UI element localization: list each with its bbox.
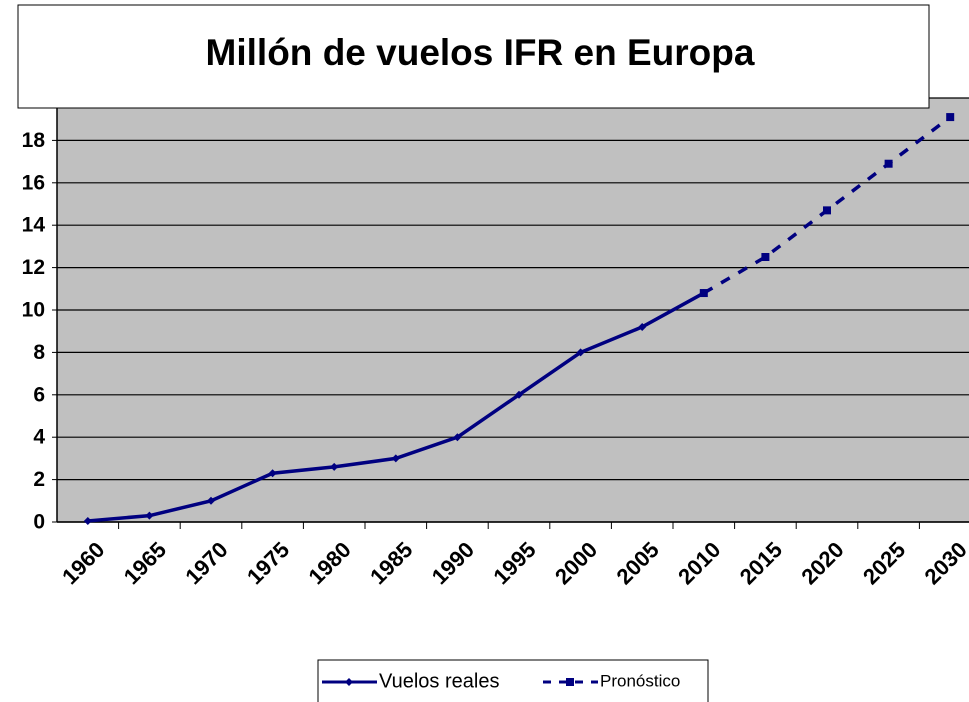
x-tick-label: 2015	[735, 537, 787, 589]
y-tick-label: 10	[22, 299, 45, 322]
x-tick-label: 1970	[180, 537, 232, 589]
x-tick-label: 2000	[550, 537, 602, 589]
legend-label: Vuelos reales	[379, 670, 499, 692]
x-tick-label: 1965	[119, 537, 171, 589]
x-tick-label: 2010	[673, 537, 725, 589]
point	[566, 678, 574, 686]
point	[699, 289, 708, 298]
point	[515, 390, 523, 399]
chart-title: Millón de vuelos IFR en Europa	[206, 32, 755, 73]
point	[391, 454, 400, 463]
point	[207, 496, 215, 505]
point	[761, 253, 770, 261]
x-tick-label: 2025	[858, 537, 910, 589]
point	[884, 159, 893, 168]
x-tick-label: 1960	[57, 537, 109, 589]
point	[330, 462, 339, 471]
point	[946, 113, 955, 122]
x-tick-label: 2020	[796, 537, 848, 589]
x-tick-label: 1975	[242, 537, 294, 589]
legend-label: Pronóstico	[600, 671, 680, 690]
x-tick-label: 1985	[365, 537, 417, 589]
point	[453, 433, 462, 442]
point	[83, 516, 92, 525]
point	[145, 511, 154, 520]
y-tick-label: 16	[22, 171, 45, 194]
point	[823, 206, 831, 215]
y-tick-label: 0	[33, 511, 45, 534]
y-tick-label: 4	[33, 426, 45, 449]
y-tick-label: 12	[22, 256, 45, 279]
y-tick-label: 8	[33, 341, 45, 364]
x-tick-label: 1980	[304, 537, 356, 589]
y-tick-label: 18	[22, 129, 46, 152]
x-tick-label: 1995	[488, 537, 540, 589]
x-tick-label: 2005	[612, 537, 664, 589]
point	[345, 678, 353, 686]
y-tick-label: 6	[33, 383, 45, 406]
legend-box	[317, 659, 709, 702]
y-tick-label: 14	[22, 214, 46, 237]
y-tick-label: 2	[33, 468, 45, 491]
x-tick-label: 2030	[920, 537, 969, 589]
x-tick-label: 1990	[427, 537, 479, 589]
point	[638, 322, 647, 331]
title-box	[17, 4, 930, 109]
point	[576, 348, 585, 357]
point	[268, 469, 277, 478]
